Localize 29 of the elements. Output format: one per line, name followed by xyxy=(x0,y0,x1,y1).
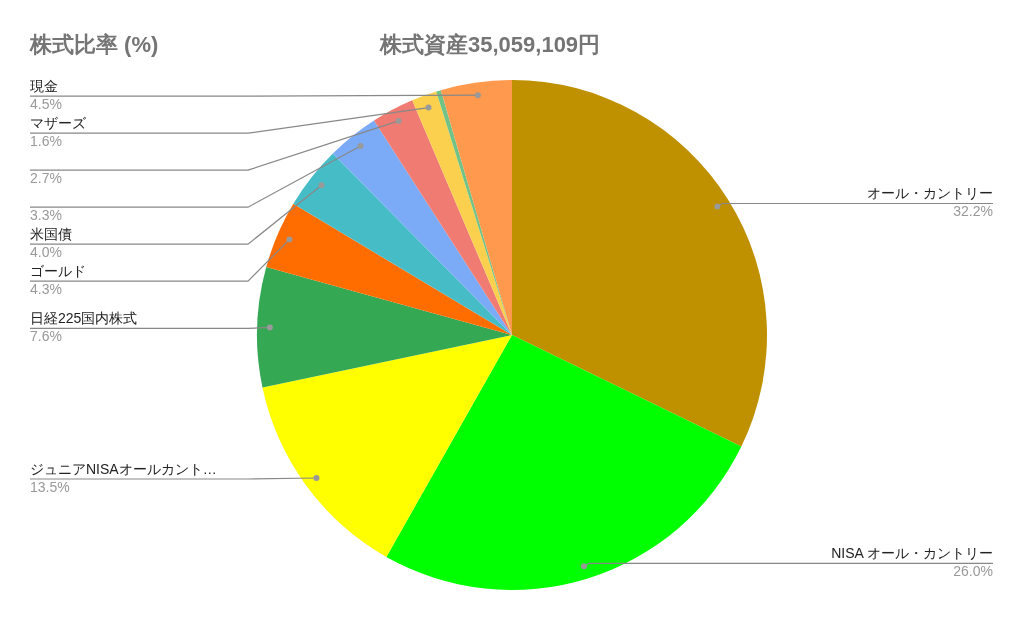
pie-slice xyxy=(257,266,512,388)
slice-label: 米国債 xyxy=(30,226,72,243)
slice-label: 日経225国内株式 xyxy=(30,310,138,327)
slice-label: 現金 xyxy=(30,78,58,95)
slice-label: オール・カントリー xyxy=(867,185,993,202)
chart-title: 株式比率 (%) xyxy=(29,32,159,57)
pie-slice xyxy=(293,153,512,335)
chart-subtitle: 株式資産35,059,109円 xyxy=(379,32,601,57)
data-label: 26.0% xyxy=(953,563,993,580)
data-label: 4.3% xyxy=(30,281,62,298)
pie-slice xyxy=(332,120,512,335)
slice-label: マザーズ xyxy=(30,115,87,132)
data-label: 7.6% xyxy=(30,328,62,345)
pie-slice xyxy=(412,91,512,335)
pie-slice xyxy=(374,100,512,335)
pie-slice xyxy=(262,335,512,557)
data-label: 3.3% xyxy=(30,207,62,224)
data-label: 1.6% xyxy=(30,133,62,150)
data-label: 4.0% xyxy=(30,244,62,261)
data-label: 32.2% xyxy=(953,203,993,220)
pie-slice xyxy=(386,335,742,590)
data-label: 4.5% xyxy=(30,96,62,113)
pie-slice xyxy=(512,80,767,447)
pie-slice xyxy=(266,203,512,335)
slice-label: ゴールド xyxy=(30,263,86,280)
data-label: 13.5% xyxy=(30,479,70,496)
slice-label: NISA オール・カントリー xyxy=(831,545,993,562)
data-label: 2.7% xyxy=(30,170,62,187)
slice-label: ジュニアNISAオールカント… xyxy=(30,461,217,478)
